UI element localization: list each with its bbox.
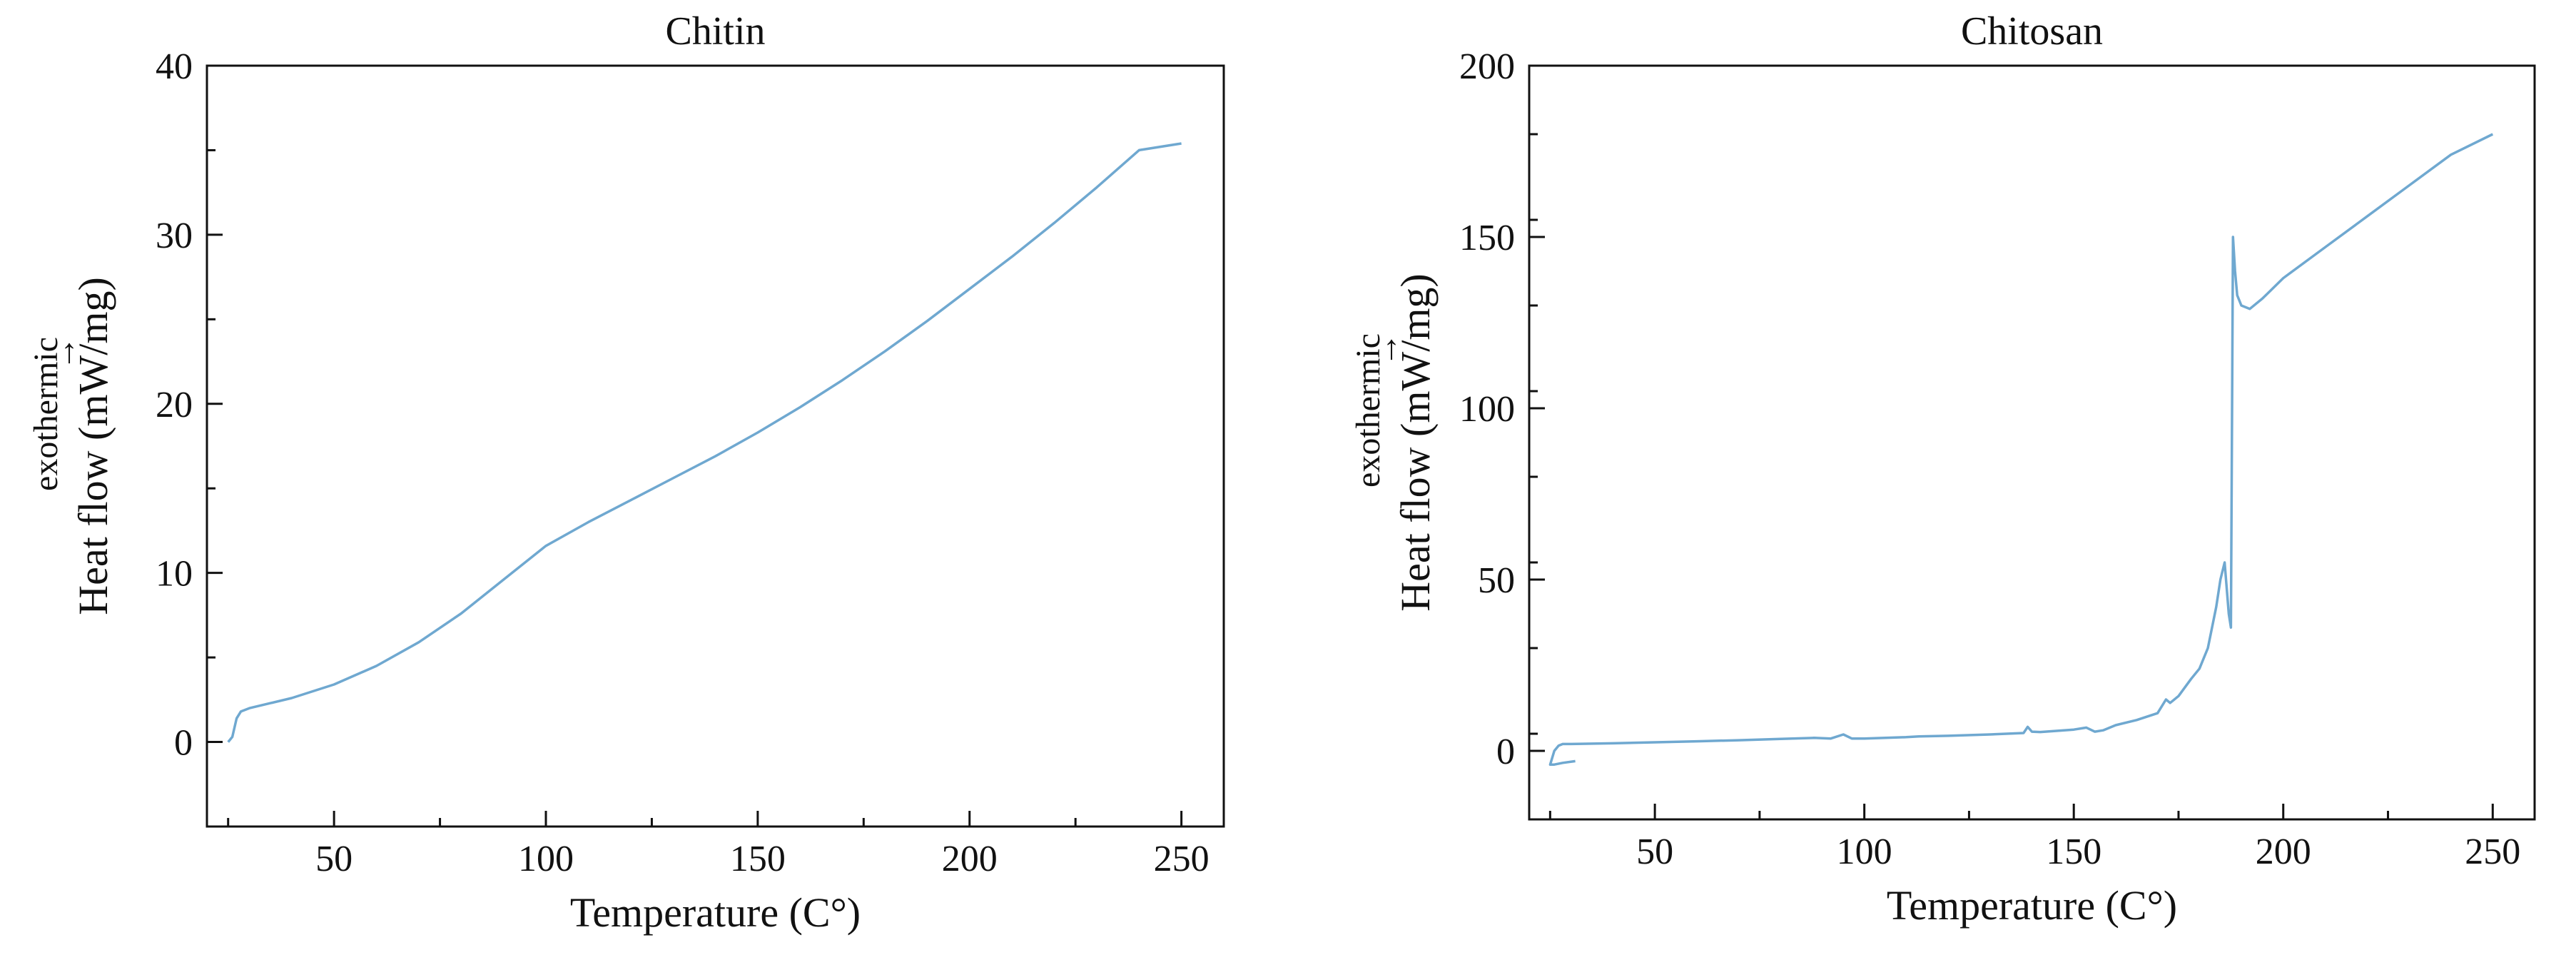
y-tick-label: 0 <box>1496 732 1515 772</box>
exothermic-label: exothermic <box>27 337 65 491</box>
x-tick-label: 150 <box>730 839 786 879</box>
x-tick-label: 100 <box>1837 832 1892 872</box>
x-tick-label: 150 <box>2046 832 2101 872</box>
plot-frame <box>1528 64 2536 821</box>
chart-title: Chitosan <box>1961 9 2103 54</box>
y-tick-label: 50 <box>1478 560 1515 601</box>
exothermic-arrow: → <box>45 336 83 370</box>
x-tick-label: 50 <box>315 839 353 879</box>
x-axis-label: Temperature (C°) <box>570 889 861 936</box>
y-tick-label: 40 <box>156 46 193 87</box>
chitosan-chart: Chitosan Temperature (C°) Heat flow (mW/… <box>1349 9 2536 929</box>
exothermic-label: exothermic <box>1349 333 1387 487</box>
y-tick-label: 20 <box>156 385 193 425</box>
y-axis-label: Heat flow (mW/mg) <box>70 277 116 615</box>
exothermic-arrow: → <box>1367 333 1405 367</box>
x-tick-label: 250 <box>1154 839 1210 879</box>
x-tick-label: 50 <box>1636 832 1673 872</box>
y-tick-label: 30 <box>156 216 193 256</box>
series-line <box>1548 133 2494 766</box>
y-axis-label: Heat flow (mW/mg) <box>1392 273 1439 612</box>
y-tick-label: 0 <box>174 723 193 764</box>
series-line <box>227 142 1182 743</box>
chitin-chart: Chitin Temperature (C°) Heat flow (mW/mg… <box>27 9 1225 936</box>
y-tick-label: 10 <box>156 554 193 595</box>
x-axis-label: Temperature (C°) <box>1887 882 2177 929</box>
y-tick-label: 200 <box>1459 46 1515 87</box>
y-tick-label: 150 <box>1459 218 1515 258</box>
chart-title: Chitin <box>665 9 765 54</box>
x-tick-label: 200 <box>942 839 998 879</box>
y-tick-label: 100 <box>1459 389 1515 430</box>
x-tick-label: 250 <box>2465 832 2520 872</box>
plot-frame <box>206 64 1225 828</box>
x-tick-label: 200 <box>2256 832 2311 872</box>
x-tick-label: 100 <box>518 839 574 879</box>
